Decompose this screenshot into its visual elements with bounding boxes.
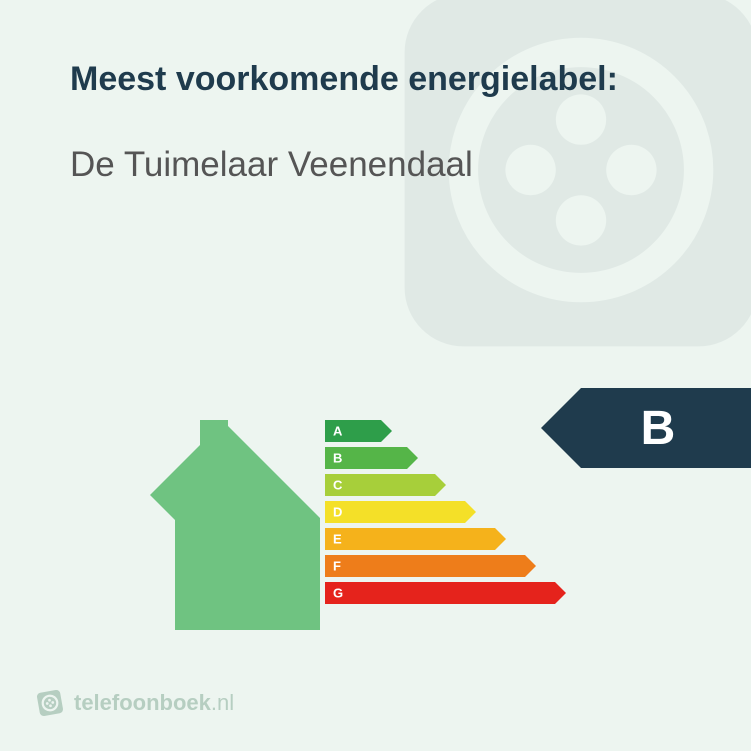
- footer: telefoonboek.nl: [36, 689, 234, 717]
- energy-bar-c: C: [325, 474, 566, 496]
- footer-logo-icon: [34, 687, 66, 719]
- bar-letter: B: [333, 451, 342, 466]
- page-subtitle: De Tuimelaar Veenendaal: [70, 145, 681, 185]
- energy-bar-d: D: [325, 501, 566, 523]
- footer-brand-tld: .nl: [211, 690, 234, 715]
- page-title: Meest voorkomende energielabel:: [70, 60, 681, 99]
- main-content: Meest voorkomende energielabel: De Tuime…: [0, 0, 751, 185]
- footer-brand-name: telefoonboek: [74, 690, 211, 715]
- footer-brand: telefoonboek.nl: [74, 690, 234, 716]
- energy-bar-f: F: [325, 555, 566, 577]
- energy-bar-g: G: [325, 582, 566, 604]
- bar-letter: G: [333, 586, 343, 601]
- bar-letter: A: [333, 424, 342, 439]
- house-icon: [150, 410, 320, 630]
- bar-letter: E: [333, 532, 342, 547]
- bar-letter: C: [333, 478, 342, 493]
- bar-letter: F: [333, 559, 341, 574]
- badge-letter: B: [581, 388, 751, 468]
- energy-bar-a: A: [325, 420, 566, 442]
- energy-bar-b: B: [325, 447, 566, 469]
- result-badge: B: [541, 388, 751, 468]
- badge-arrow: [541, 388, 581, 468]
- bar-letter: D: [333, 505, 342, 520]
- energy-bar-e: E: [325, 528, 566, 550]
- energy-bars: ABCDEFG: [325, 420, 566, 604]
